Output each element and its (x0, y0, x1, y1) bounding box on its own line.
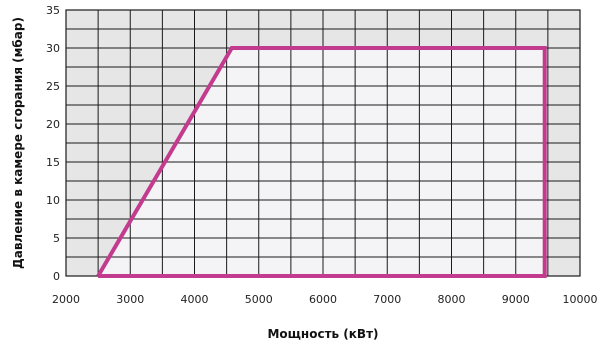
y-tick-label: 35 (46, 4, 60, 17)
y-axis-ticks: 0 5 10 15 20 25 30 35 (46, 4, 60, 283)
x-tick-label: 10000 (563, 293, 598, 306)
y-tick-label: 5 (53, 232, 60, 245)
x-tick-label: 3000 (116, 293, 144, 306)
y-axis-title: Давление в камере сгорания (мбар) (11, 17, 25, 269)
y-tick-label: 30 (46, 42, 60, 55)
y-tick-label: 15 (46, 156, 60, 169)
y-tick-label: 20 (46, 118, 60, 131)
x-tick-label: 5000 (245, 293, 273, 306)
x-tick-label: 7000 (373, 293, 401, 306)
operating-curve-line (96, 46, 547, 278)
x-axis-ticks: 2000 3000 4000 5000 6000 7000 8000 9000 10000 (52, 293, 598, 306)
operating-curve (96, 46, 547, 278)
x-tick-label: 9000 (502, 293, 530, 306)
x-tick-label: 8000 (438, 293, 466, 306)
x-tick-label: 4000 (181, 293, 209, 306)
y-tick-label: 25 (46, 80, 60, 93)
x-tick-label: 2000 (52, 293, 80, 306)
y-tick-label: 10 (46, 194, 60, 207)
y-tick-label: 0 (53, 270, 60, 283)
x-tick-label: 6000 (309, 293, 337, 306)
x-axis-title: Мощность (кВт) (267, 327, 378, 341)
